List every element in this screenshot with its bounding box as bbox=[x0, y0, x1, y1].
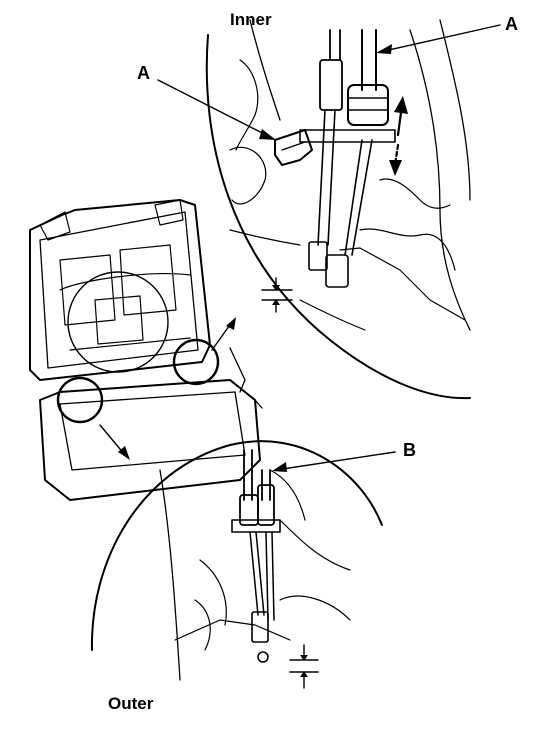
inner-contour bbox=[249, 19, 281, 121]
outer-bracket bbox=[231, 519, 281, 533]
seat-assembly bbox=[29, 199, 263, 501]
inner-cable-ferrule bbox=[347, 84, 389, 126]
inner-contour bbox=[229, 229, 301, 246]
seat-back-cable-loop bbox=[67, 271, 169, 373]
leader-a-top-head bbox=[376, 44, 392, 54]
headrest-guide bbox=[154, 199, 184, 226]
outer-caption: Outer bbox=[108, 694, 154, 713]
inner-detail-boundary bbox=[205, 34, 471, 400]
seat-cushion-top bbox=[59, 391, 246, 471]
inner-contour bbox=[379, 178, 451, 209]
outer-callout-pointer-head bbox=[118, 446, 130, 460]
inner-rod-end bbox=[308, 241, 328, 271]
callout-a-top: A bbox=[505, 14, 518, 34]
inner-cable-end bbox=[325, 254, 349, 288]
seat-back-rail bbox=[69, 337, 191, 351]
seat-cushion bbox=[39, 379, 261, 501]
seat-back-inner bbox=[39, 211, 199, 369]
inner-contour bbox=[409, 29, 471, 331]
leader-a-left bbox=[157, 79, 273, 139]
seat-back-panels bbox=[59, 244, 177, 326]
leader-b bbox=[275, 451, 396, 471]
inner-rod-shaft bbox=[317, 109, 326, 246]
outer-contour bbox=[269, 469, 306, 521]
inner-contour bbox=[299, 299, 366, 331]
clip-a-part-detail bbox=[281, 141, 306, 151]
outer-cable-wire bbox=[249, 531, 265, 616]
up-arrow-head bbox=[394, 96, 408, 114]
seat-knob bbox=[254, 399, 263, 409]
outer-contour bbox=[279, 519, 351, 571]
callout-a-left: A bbox=[137, 63, 150, 83]
outer-detail-view bbox=[90, 440, 396, 689]
outer-gap-lines bbox=[289, 659, 319, 673]
inner-contour bbox=[229, 146, 267, 205]
leader-b-head bbox=[272, 462, 287, 472]
clip-a-part bbox=[274, 129, 313, 166]
down-arrow-head bbox=[389, 160, 402, 176]
outer-contour bbox=[174, 619, 291, 641]
outer-contour bbox=[199, 559, 227, 626]
callout-b: B bbox=[403, 440, 416, 460]
outer-cable-end bbox=[251, 611, 269, 643]
outer-callout-circle bbox=[56, 376, 104, 424]
inner-cable-wire bbox=[344, 139, 363, 256]
headrest-guide bbox=[39, 211, 71, 241]
outer-cable-nut bbox=[257, 651, 269, 663]
seat-back-cable bbox=[59, 273, 191, 291]
inner-cable-wire bbox=[351, 139, 373, 256]
inner-cable-ferrule-rings bbox=[347, 97, 389, 111]
leader-a-left-head bbox=[259, 129, 276, 140]
inner-gap-arrowheads bbox=[272, 285, 280, 305]
inner-contour bbox=[235, 59, 259, 151]
inner-callout-circle bbox=[172, 338, 220, 386]
outer-contour bbox=[279, 595, 351, 621]
inner-rod-shaft bbox=[327, 109, 336, 246]
inner-contour bbox=[339, 247, 466, 321]
seat-side bbox=[229, 347, 246, 393]
outer-contour bbox=[194, 599, 211, 651]
inner-callout-pointer-head bbox=[226, 317, 236, 330]
seat-back-panel bbox=[94, 295, 144, 345]
outer-cable-cylinder bbox=[257, 484, 275, 526]
outer-gap-arrowheads bbox=[300, 655, 308, 677]
leader-a-top bbox=[379, 24, 501, 53]
inner-bracket bbox=[299, 129, 396, 143]
outer-cable-wire bbox=[265, 531, 275, 621]
inner-rod-cylinder bbox=[319, 59, 343, 111]
outer-contour bbox=[159, 469, 181, 681]
outer-detail-boundary bbox=[90, 440, 383, 651]
inner-gap-lines bbox=[261, 289, 293, 301]
inner-detail-view bbox=[157, 19, 501, 400]
inner-contour bbox=[439, 19, 471, 201]
outer-cable-sheath bbox=[243, 449, 253, 501]
inner-contour bbox=[359, 228, 456, 271]
inner-caption: Inner bbox=[230, 10, 272, 29]
seat-back-frame bbox=[29, 199, 211, 381]
